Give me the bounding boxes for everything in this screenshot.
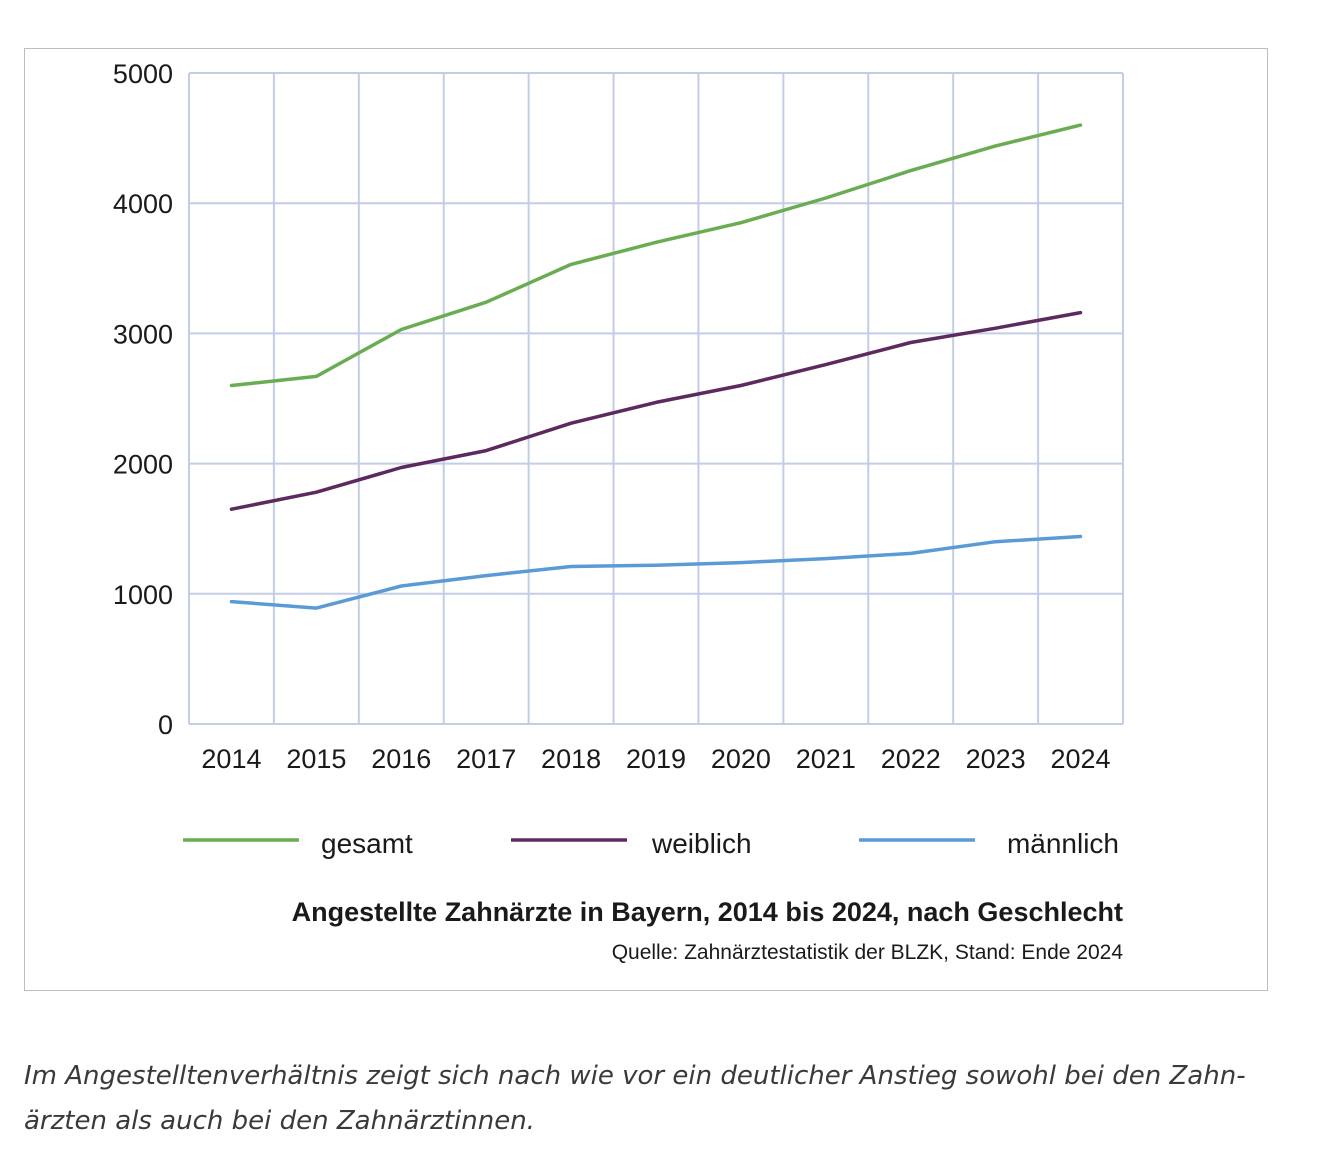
x-tick-label: 2015 xyxy=(286,744,346,774)
x-tick-label: 2017 xyxy=(456,744,516,774)
x-tick-label: 2022 xyxy=(881,744,941,774)
x-tick-label: 2016 xyxy=(371,744,431,774)
x-tick-label: 2020 xyxy=(711,744,771,774)
x-tick-label: 2021 xyxy=(796,744,856,774)
y-tick-label: 0 xyxy=(158,710,173,740)
y-axis-ticks: 0 1000 2000 3000 4000 5000 xyxy=(113,59,173,740)
legend-label-3: männlich xyxy=(1007,828,1119,859)
figure-caption: Im Angestelltenverhältnis zeigt sich nac… xyxy=(24,1054,1274,1144)
caption-line-2: ärzten als auch bei den Zahnärztinnen. xyxy=(24,1106,535,1136)
chart-figure: 0 1000 2000 3000 4000 5000 2014 2015 2016 2017 20… xyxy=(24,48,1268,991)
series-line-2 xyxy=(229,310,1083,511)
series-lines xyxy=(229,123,1083,610)
y-tick-label: 1000 xyxy=(113,580,173,610)
x-axis-ticks: 2014 2015 2016 2017 2018 2019 2020 2021 2022 2023… xyxy=(201,744,1110,774)
caption-line-1: Im Angestelltenverhältnis zeigt sich nac… xyxy=(24,1061,1246,1091)
legend-label-2: weiblich xyxy=(651,828,752,859)
legend-label-1: gesamt xyxy=(321,828,413,859)
x-tick-label: 2023 xyxy=(966,744,1026,774)
y-tick-label: 5000 xyxy=(113,59,173,89)
chart-title: Angestellte Zahnärzte in Bayern, 2014 bi… xyxy=(291,897,1123,927)
grid xyxy=(188,72,1124,725)
series-line-3 xyxy=(229,534,1083,610)
series-line-1 xyxy=(229,123,1083,388)
x-tick-label: 2024 xyxy=(1051,744,1111,774)
y-tick-label: 4000 xyxy=(113,189,173,219)
x-tick-label: 2019 xyxy=(626,744,686,774)
legend: gesamt weiblich männlich xyxy=(183,828,1119,859)
chart-source: Quelle: Zahnärztestatistik der BLZK, Sta… xyxy=(611,941,1123,964)
y-tick-label: 3000 xyxy=(113,319,173,349)
x-tick-label: 2018 xyxy=(541,744,601,774)
x-tick-label: 2014 xyxy=(201,744,261,774)
y-tick-label: 2000 xyxy=(113,450,173,480)
